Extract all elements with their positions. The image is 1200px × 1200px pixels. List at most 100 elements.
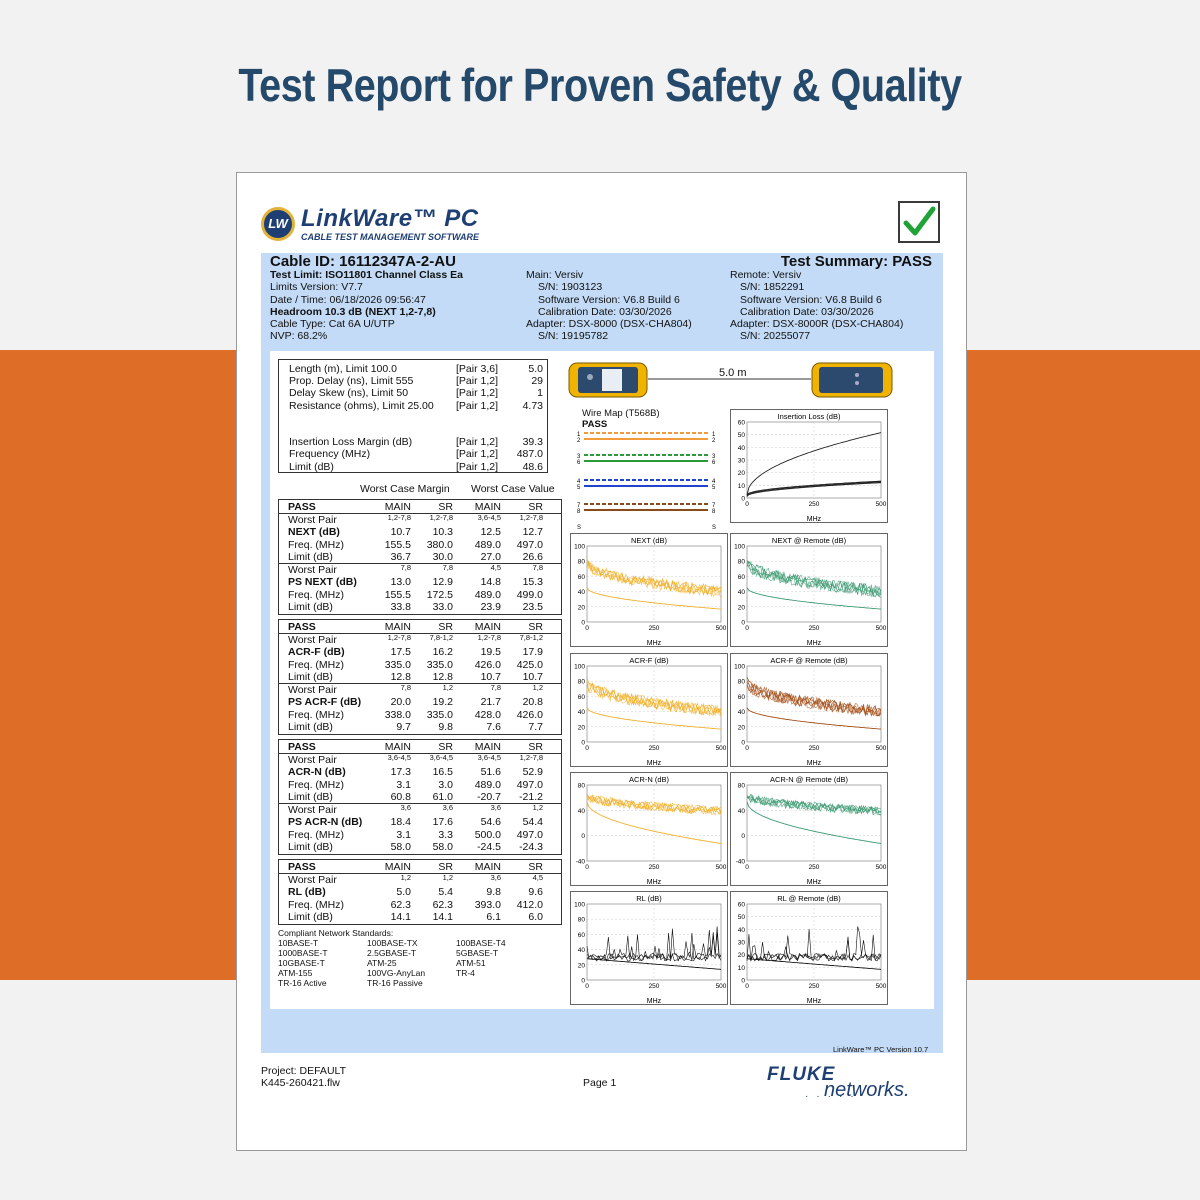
y-tick-label: 50: [738, 432, 746, 439]
metric-value: 412.0: [516, 898, 543, 911]
standard-item: 5GBASE-T: [456, 948, 499, 958]
lw-badge-icon: LW: [261, 207, 295, 241]
metric-label: Limit (dB): [288, 720, 333, 733]
metric-label: PS ACR-N (dB): [288, 816, 363, 829]
main-adapter: Adapter: DSX-8000 (DSX-CHA804): [526, 318, 692, 331]
metric-value: 19.2: [432, 696, 453, 709]
metric-value: 27.0: [480, 550, 501, 563]
metric-value: 62.3: [432, 898, 453, 911]
column-header: MAIN: [384, 621, 411, 633]
metric-value: 5.4: [438, 886, 453, 899]
metric-value: 30.0: [432, 550, 453, 563]
standard-item: 2.5GBASE-T: [367, 948, 417, 958]
chart-title: ACR-F @ Remote (dB): [770, 656, 848, 665]
metric-label: Freq. (MHz): [288, 588, 344, 601]
remote-software: Software Version: V6.8 Build 6: [740, 293, 882, 306]
column-header: SR: [528, 501, 543, 513]
y-tick-label: 10: [738, 483, 746, 490]
y-tick-label: 20: [738, 470, 746, 477]
metric-value: 497.0: [516, 538, 543, 551]
standard-item: 100BASE-TX: [367, 938, 418, 948]
main-adapter-sn: S/N: 19195782: [538, 330, 609, 343]
metric-value: 489.0: [474, 778, 501, 791]
metric-value: 9.7: [396, 720, 411, 733]
y-tick-label: 0: [581, 833, 585, 840]
metric-value: 20.8: [522, 696, 543, 709]
metric-value: 335.0: [384, 658, 411, 671]
metric-value: 172.5: [426, 588, 453, 601]
remote-sn: S/N: 1852291: [740, 281, 805, 294]
x-tick-label: 250: [649, 625, 660, 632]
metric-value: 58.0: [432, 840, 453, 853]
wire-map-title: Wire Map (T568B): [582, 408, 660, 419]
metric-value: 1,2-7,8: [519, 513, 543, 522]
metric-label: Freq. (MHz): [288, 828, 344, 841]
remote-device: Remote: Versiv: [730, 269, 802, 281]
summary-row: Resistance (ohms), Limit 25.00 [Pair 1,2]…: [279, 400, 547, 412]
metric-label: Worst Pair: [288, 684, 337, 696]
x-axis-label: MHz: [647, 640, 662, 647]
metric-value: 1,2: [532, 683, 543, 692]
metric-row: Freq. (MHz) 335.0 335.0 426.0 425.0: [279, 659, 561, 671]
project-name: Project: DEFAULT: [261, 1065, 346, 1077]
metric-row: Limit (dB) 12.8 12.8 10.7 10.7: [279, 671, 561, 683]
summary-label: Frequency (MHz): [289, 448, 371, 461]
series-line: [586, 560, 722, 598]
metric-label: Limit (dB): [288, 910, 333, 923]
y-tick-label: 60: [738, 694, 746, 701]
metric-value: 1,2-7,8: [477, 633, 501, 642]
summary-row: Delay Skew (ns), Limit 50 [Pair 1,2] 1: [279, 387, 547, 399]
wire-pin-label: 3: [712, 454, 716, 460]
metric-value: 3,6-4,5: [477, 513, 501, 522]
pass-checkmark-icon: [898, 201, 940, 243]
x-axis-label: MHz: [807, 640, 822, 647]
chart-acrn: ACR-N (dB) 80 40 0 -40 0 250 500 MHz: [570, 772, 728, 886]
metric-value: 62.3: [390, 898, 411, 911]
series-line: [586, 679, 722, 716]
column-header: SR: [438, 741, 453, 753]
metric-value: 428.0: [474, 708, 501, 721]
metric-value: 1,2: [532, 803, 543, 812]
metric-row: Limit (dB) 14.1 14.1 6.1 6.0: [279, 911, 561, 923]
metric-value: 335.0: [426, 708, 453, 721]
y-tick-label: 10: [738, 965, 746, 972]
metric-row: RL (dB) 5.0 5.4 9.8 9.6: [279, 886, 561, 898]
x-tick-label: 250: [649, 864, 660, 871]
metric-value: 3,6-4,5: [429, 753, 453, 762]
chart-acrf: ACR-F (dB) 100 80 60 40 20 0 0 250 500 MHz: [570, 653, 728, 767]
summary-row: [279, 412, 547, 424]
summary-label: Insertion Loss Margin (dB): [289, 436, 413, 449]
metric-label: NEXT (dB): [288, 526, 340, 539]
series-line: [586, 928, 722, 962]
x-tick-label: 0: [585, 864, 589, 871]
metric-value: -20.7: [477, 790, 501, 803]
series-line: [586, 557, 722, 598]
metric-value: 14.8: [480, 576, 501, 589]
series-line: [586, 796, 722, 815]
metric-row: PS ACR-N (dB) 18.4 17.6 54.6 54.4: [279, 816, 561, 828]
pass-label: PASS: [288, 741, 316, 753]
remote-calibration: Calibration Date: 03/30/2026: [740, 305, 874, 318]
metric-row: Worst Pair 3,6 3,6 3,6 1,2: [279, 803, 561, 816]
metric-row: PS ACR-F (dB) 20.0 19.2 21.7 20.8: [279, 696, 561, 708]
series-line: [746, 480, 882, 495]
metric-row: Limit (dB) 36.7 30.0 27.0 26.6: [279, 551, 561, 563]
software-version: LinkWare™ PC Version 10.7: [833, 1045, 929, 1054]
metric-value: 1,2-7,8: [387, 633, 411, 642]
metric-label: Worst Pair: [288, 804, 337, 816]
chart-acrn-remote: ACR-N @ Remote (dB) 80 40 0 -40 0 250 500 MHz: [730, 772, 888, 886]
summary-pair: [Pair 3,6]: [456, 363, 499, 375]
metric-value: -24.5: [477, 840, 501, 853]
summary-pair: [Pair 1,2]: [456, 436, 499, 449]
cable-type: Cable Type: Cat 6A U/UTP: [270, 318, 395, 331]
y-tick-label: 80: [578, 917, 586, 924]
metric-value: 499.0: [516, 588, 543, 601]
header-remote-info: Remote: Versiv S/N: 1852291 Software Ver…: [730, 269, 903, 343]
metric-row: Limit (dB) 60.8 61.0 -20.7 -21.2: [279, 791, 561, 803]
metric-row: ACR-N (dB) 17.3 16.5 51.6 52.9: [279, 766, 561, 778]
metric-label: Limit (dB): [288, 670, 333, 683]
y-tick-label: 0: [741, 620, 745, 627]
series-line: [746, 481, 882, 497]
y-tick-label: -40: [736, 859, 746, 866]
standard-item: TR-16 Passive: [367, 978, 423, 988]
